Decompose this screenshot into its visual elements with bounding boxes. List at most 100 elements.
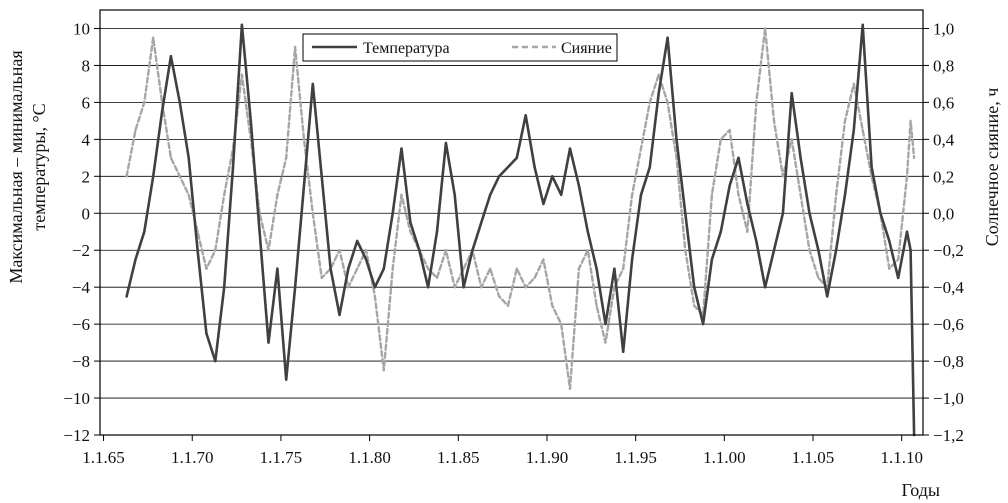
temperature-point <box>542 202 545 206</box>
sunshine-point <box>542 258 545 261</box>
temperature-point <box>169 55 173 58</box>
x-tick-label: 1.1.10 <box>880 448 923 467</box>
sunshine-point <box>364 249 368 252</box>
temperature-point <box>382 267 385 270</box>
temperature-point <box>152 175 155 178</box>
sunshine-point <box>551 304 554 307</box>
temperature-point <box>444 141 448 145</box>
sunshine-point <box>897 258 900 261</box>
temperature-point <box>320 175 323 178</box>
sunshine-point <box>506 304 510 307</box>
temperature-point <box>471 249 474 252</box>
left-tick-label: 4 <box>82 130 91 149</box>
left-tick-label: 0 <box>82 204 91 223</box>
temperature-point <box>364 258 368 261</box>
legend: Температура Сияние <box>302 33 618 62</box>
temperature-point <box>302 184 306 187</box>
sunshine-point <box>240 73 244 76</box>
right-tick-label: 0,4 <box>933 130 955 149</box>
x-tick-label: 1.1.95 <box>614 448 657 467</box>
sunshine-point <box>772 119 776 123</box>
sunshine-point <box>675 156 678 159</box>
temperature-point <box>489 193 492 196</box>
left-tick-label: 10 <box>73 19 90 38</box>
temperature-point <box>630 258 634 261</box>
legend-label-sunshine: Сияние <box>561 40 612 57</box>
left-y-axis: 10 8 6 4 2 0 −2 −4 −6 −8 −10 −12 <box>63 19 100 445</box>
sunshine-point <box>728 128 731 132</box>
plot-frame <box>99 9 924 436</box>
sunshine-point <box>320 276 323 280</box>
temperature-point <box>639 193 643 196</box>
temperature-point <box>897 276 900 280</box>
left-axis-title-line-2: температуры, °С <box>29 103 49 230</box>
temperature-point <box>710 258 714 261</box>
left-tick-label: −12 <box>63 426 90 445</box>
sunshine-point <box>276 193 279 196</box>
sunshine-point <box>843 119 847 123</box>
temperature-point <box>178 101 181 104</box>
temperature-point <box>533 165 536 169</box>
sunshine-point <box>577 267 581 270</box>
temperature-point <box>772 249 776 252</box>
x-tick-label: 1.1.00 <box>703 448 746 467</box>
sunshine-point <box>409 230 412 233</box>
temperature-point <box>249 119 252 123</box>
temperature-point <box>187 156 190 159</box>
temperature-point <box>223 286 226 289</box>
sunshine-point <box>311 212 314 215</box>
right-tick-label: 0,8 <box>933 56 954 75</box>
sunshine-point <box>710 193 714 196</box>
sunshine-point <box>524 286 527 289</box>
sunshine-point <box>356 267 359 270</box>
sunshine-point <box>444 249 448 252</box>
temperature-point <box>595 267 598 270</box>
temperature-point <box>684 212 687 215</box>
temperature-point <box>134 258 137 261</box>
temperature-point <box>497 175 501 178</box>
temperature-point <box>214 359 217 363</box>
right-tick-label: −1,2 <box>933 426 964 445</box>
sunshine-point <box>391 267 394 270</box>
sunshine-point <box>763 27 767 30</box>
left-tick-label: 8 <box>82 56 91 75</box>
sunshine-point <box>755 101 758 104</box>
series-line-sunshine <box>125 27 916 390</box>
sunshine-point <box>169 156 173 159</box>
temperature-point <box>560 193 563 196</box>
temperature-point <box>701 322 705 326</box>
temperature-point <box>746 202 749 206</box>
left-tick-label: −2 <box>72 241 90 260</box>
series-layer <box>125 23 916 437</box>
temperature-point <box>160 110 164 113</box>
sunshine-point <box>267 249 270 252</box>
temperature-point <box>763 286 767 289</box>
sunshine-point <box>214 249 217 252</box>
x-tick-label: 1.1.70 <box>171 448 214 467</box>
right-tick-label: 0,0 <box>933 204 954 223</box>
temperature-point <box>391 212 394 215</box>
left-axis-title: Максимальная – минимальная температуры, … <box>6 50 49 283</box>
temperature-point <box>267 341 270 344</box>
temperature-point <box>143 230 146 233</box>
left-tick-label: 6 <box>82 93 91 112</box>
temperature-point <box>506 165 510 169</box>
temperature-point <box>577 184 581 187</box>
temperature-point <box>293 286 297 289</box>
x-axis: 1.1.65 1.1.70 1.1.75 1.1.80 1.1.85 1.1.90 1.1.… <box>82 435 923 467</box>
temperature-point <box>524 114 527 117</box>
sunshine-point <box>817 276 820 280</box>
left-tick-label: −6 <box>72 315 90 334</box>
sunshine-point <box>852 82 855 86</box>
legend-label-temperature: Температура <box>363 40 450 57</box>
sunshine-point <box>912 156 916 159</box>
x-axis-title: Годы <box>901 480 940 500</box>
temperature-point <box>790 92 793 95</box>
x-tick-label: 1.1.80 <box>348 448 391 467</box>
temperature-point <box>347 267 350 270</box>
left-axis-title-line-1: Максимальная – минимальная <box>6 50 26 283</box>
temperature-point <box>657 92 660 95</box>
left-tick-label: −4 <box>72 278 91 297</box>
temperature-point <box>817 249 820 252</box>
sunshine-point <box>604 341 607 344</box>
